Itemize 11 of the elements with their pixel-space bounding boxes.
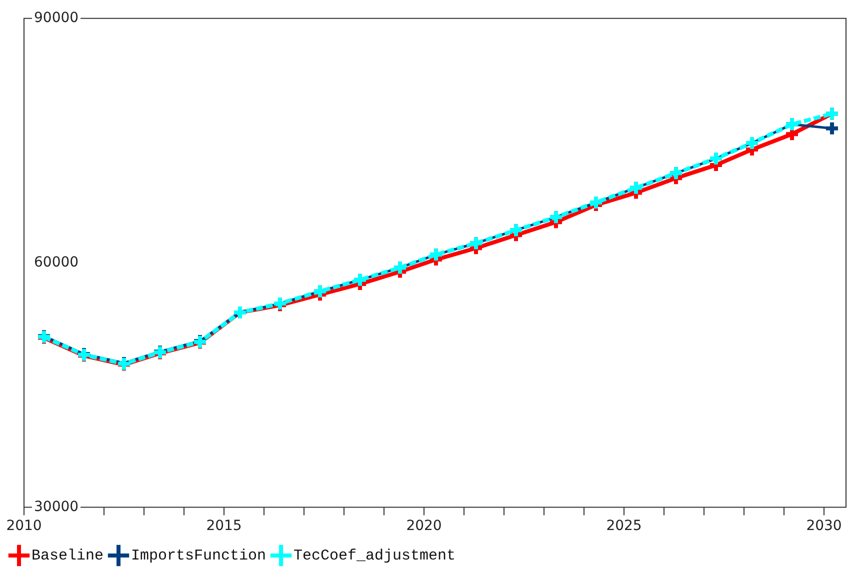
x-tick-label: 2025 xyxy=(606,518,642,534)
y-tick-label: 30000 xyxy=(34,498,79,515)
y-tick-label: 90000 xyxy=(34,10,79,26)
legend-label: TecCoef_adjustment xyxy=(294,547,456,564)
x-tick-label: 2010 xyxy=(6,518,42,534)
legend-label: ImportsFunction xyxy=(131,547,266,564)
x-tick-label: 2015 xyxy=(206,518,242,534)
y-tick-label: 60000 xyxy=(34,254,79,270)
legend-label: Baseline xyxy=(32,547,104,564)
x-tick-label: 2020 xyxy=(406,518,442,534)
x-tick-label: 2030 xyxy=(806,518,842,534)
